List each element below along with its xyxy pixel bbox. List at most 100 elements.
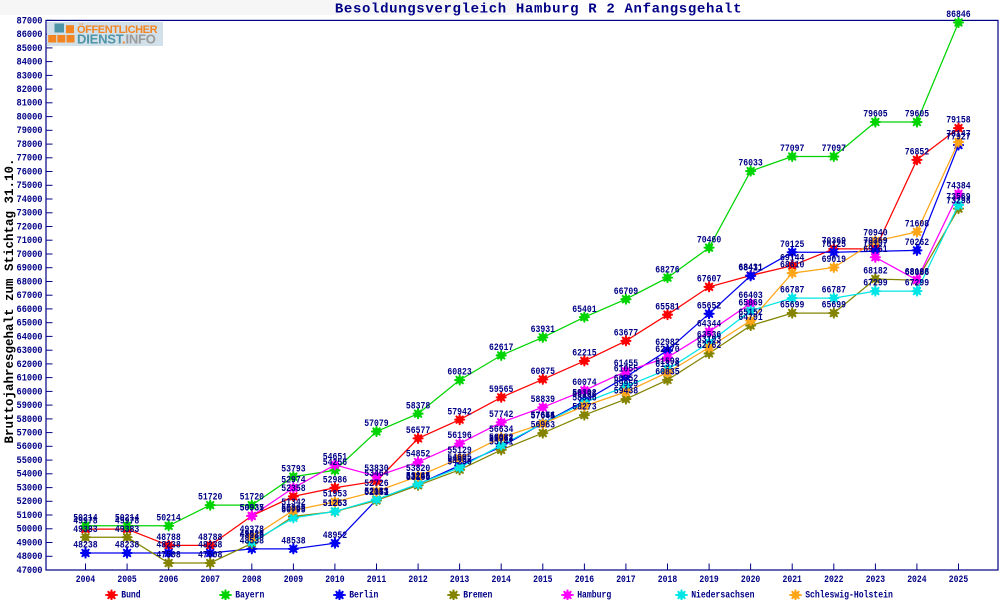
svg-text:Bremen: Bremen xyxy=(463,590,492,600)
svg-text:50795: 50795 xyxy=(281,505,305,517)
svg-text:72000: 72000 xyxy=(17,221,43,233)
svg-text:61598: 61598 xyxy=(655,356,679,368)
svg-text:57661: 57661 xyxy=(531,410,555,422)
svg-text:50214: 50214 xyxy=(73,512,97,524)
svg-text:52133: 52133 xyxy=(364,486,388,498)
svg-text:49383: 49383 xyxy=(115,524,139,536)
svg-text:69761: 69761 xyxy=(863,244,887,256)
svg-text:2019: 2019 xyxy=(699,574,718,586)
svg-text:86000: 86000 xyxy=(17,29,43,41)
svg-text:50935: 50935 xyxy=(240,503,264,515)
svg-text:76033: 76033 xyxy=(738,158,762,170)
svg-text:51263: 51263 xyxy=(323,498,347,510)
svg-text:65152: 65152 xyxy=(738,307,762,319)
svg-text:79000: 79000 xyxy=(17,125,43,137)
svg-text:66787: 66787 xyxy=(780,285,804,297)
svg-text:52061: 52061 xyxy=(364,487,388,499)
svg-text:48788: 48788 xyxy=(198,532,222,544)
svg-text:56000: 56000 xyxy=(17,441,43,453)
svg-text:54651: 54651 xyxy=(323,452,347,464)
svg-text:60074: 60074 xyxy=(572,377,596,389)
svg-text:49378: 49378 xyxy=(240,524,264,536)
svg-text:Hamburg: Hamburg xyxy=(577,590,611,600)
svg-text:47508: 47508 xyxy=(156,550,180,562)
svg-text:81000: 81000 xyxy=(17,98,43,110)
svg-text:48000: 48000 xyxy=(17,551,43,563)
svg-text:65581: 65581 xyxy=(655,301,679,313)
svg-text:77927: 77927 xyxy=(946,132,970,144)
svg-text:48788: 48788 xyxy=(156,532,180,544)
svg-text:51253: 51253 xyxy=(323,498,347,510)
svg-text:56196: 56196 xyxy=(447,430,471,442)
svg-text:53265: 53265 xyxy=(406,471,430,483)
svg-text:2009: 2009 xyxy=(284,574,303,586)
svg-text:70460: 70460 xyxy=(697,234,721,246)
svg-text:2013: 2013 xyxy=(450,574,469,586)
svg-text:86846: 86846 xyxy=(946,9,970,21)
svg-text:66787: 66787 xyxy=(822,285,846,297)
svg-text:64791: 64791 xyxy=(738,312,762,324)
svg-text:57000: 57000 xyxy=(17,428,43,440)
svg-text:2022: 2022 xyxy=(824,574,843,586)
svg-text:71608: 71608 xyxy=(905,219,929,231)
svg-text:70125: 70125 xyxy=(780,239,804,251)
svg-text:63931: 63931 xyxy=(531,324,555,336)
svg-text:48538: 48538 xyxy=(240,536,264,548)
svg-text:55129: 55129 xyxy=(447,445,471,457)
svg-text:55000: 55000 xyxy=(17,455,43,467)
svg-text:Berlin: Berlin xyxy=(349,590,378,600)
svg-text:49383: 49383 xyxy=(73,524,97,536)
svg-text:58273: 58273 xyxy=(572,402,596,414)
svg-text:57645: 57645 xyxy=(531,410,555,422)
svg-text:Bruttojahresgehalt zum Stichta: Bruttojahresgehalt zum Stichtag 31.10. xyxy=(3,158,17,443)
svg-text:54256: 54256 xyxy=(323,457,347,469)
svg-text:59959: 59959 xyxy=(614,379,638,391)
svg-text:73000: 73000 xyxy=(17,208,43,220)
svg-text:66709: 66709 xyxy=(614,286,638,298)
svg-text:62000: 62000 xyxy=(17,359,43,371)
svg-text:48238: 48238 xyxy=(73,540,97,552)
svg-text:59186: 59186 xyxy=(572,389,596,401)
svg-text:2021: 2021 xyxy=(783,574,802,586)
svg-text:52986: 52986 xyxy=(323,474,347,486)
svg-text:70369: 70369 xyxy=(863,236,887,248)
svg-text:68108: 68108 xyxy=(905,267,929,279)
svg-text:63193: 63193 xyxy=(697,334,721,346)
svg-text:64344: 64344 xyxy=(697,318,721,330)
svg-text:48938: 48938 xyxy=(240,530,264,542)
svg-text:2010: 2010 xyxy=(325,574,344,586)
svg-text:66000: 66000 xyxy=(17,304,43,316)
svg-text:83000: 83000 xyxy=(17,70,43,82)
svg-text:68610: 68610 xyxy=(780,260,804,272)
svg-text:2016: 2016 xyxy=(575,574,594,586)
svg-text:77097: 77097 xyxy=(780,143,804,155)
svg-text:79158: 79158 xyxy=(946,115,970,127)
svg-text:65000: 65000 xyxy=(17,318,43,330)
svg-text:50937: 50937 xyxy=(240,503,264,515)
svg-text:56963: 56963 xyxy=(531,420,555,432)
svg-text:47508: 47508 xyxy=(198,550,222,562)
svg-text:59438: 59438 xyxy=(614,386,638,398)
svg-text:60875: 60875 xyxy=(531,366,555,378)
svg-text:58839: 58839 xyxy=(531,394,555,406)
svg-text:84000: 84000 xyxy=(17,57,43,69)
svg-text:62470: 62470 xyxy=(655,344,679,356)
svg-text:47000: 47000 xyxy=(17,565,43,577)
svg-text:66403: 66403 xyxy=(738,290,762,302)
svg-text:51953: 51953 xyxy=(323,489,347,501)
svg-text:2015: 2015 xyxy=(533,574,552,586)
svg-text:50214: 50214 xyxy=(115,512,139,524)
svg-text:2011: 2011 xyxy=(367,574,386,586)
svg-text:64000: 64000 xyxy=(17,331,43,343)
svg-text:48238: 48238 xyxy=(198,540,222,552)
svg-text:73298: 73298 xyxy=(946,195,970,207)
svg-text:76000: 76000 xyxy=(17,166,43,178)
svg-text:48238: 48238 xyxy=(156,540,180,552)
svg-text:60823: 60823 xyxy=(447,367,471,379)
svg-text:62617: 62617 xyxy=(489,342,513,354)
svg-text:2024: 2024 xyxy=(907,574,926,586)
svg-text:77000: 77000 xyxy=(17,153,43,165)
svg-text:2008: 2008 xyxy=(242,574,261,586)
svg-text:68000: 68000 xyxy=(17,276,43,288)
svg-text:51000: 51000 xyxy=(17,510,43,522)
